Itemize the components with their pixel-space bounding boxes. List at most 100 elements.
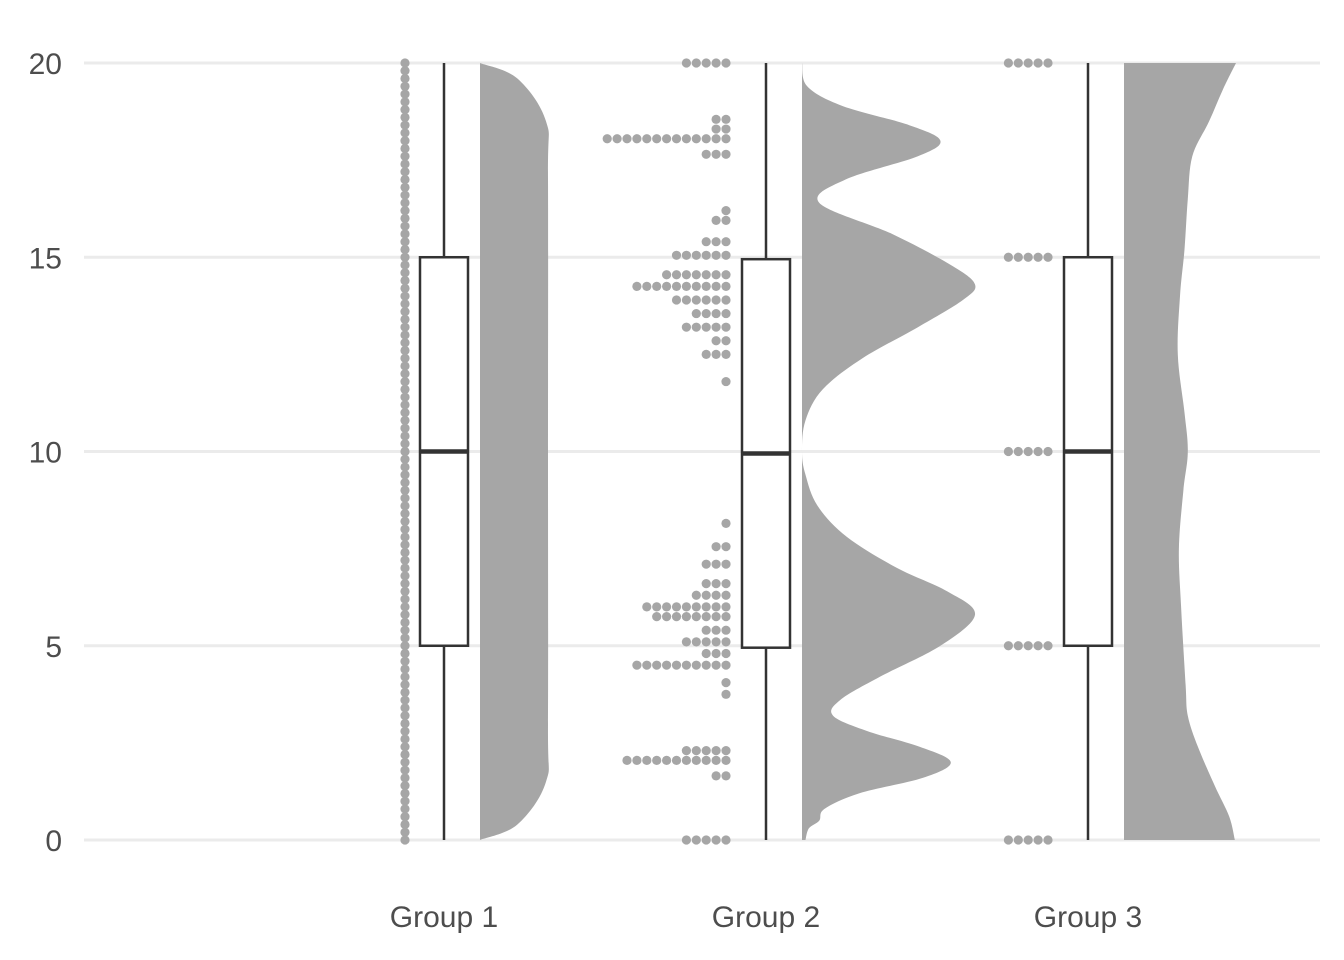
data-dot bbox=[711, 612, 721, 622]
data-dot bbox=[701, 58, 711, 68]
data-dot bbox=[701, 660, 711, 670]
data-dot bbox=[711, 602, 721, 612]
data-dot bbox=[721, 250, 731, 260]
data-dot bbox=[711, 149, 721, 159]
data-dot bbox=[671, 660, 682, 670]
data-dot bbox=[400, 578, 410, 589]
data-dot bbox=[681, 602, 692, 612]
data-dot bbox=[721, 322, 731, 332]
data-dot bbox=[721, 590, 731, 600]
y-tick-label: 5 bbox=[45, 631, 62, 664]
data-dot bbox=[721, 215, 731, 225]
data-dot bbox=[400, 711, 410, 721]
data-dot bbox=[400, 664, 410, 674]
data-dot bbox=[400, 112, 410, 122]
data-dot bbox=[400, 656, 410, 666]
data-dot bbox=[400, 757, 410, 767]
data-dot bbox=[1003, 446, 1014, 457]
data-dot bbox=[711, 281, 721, 291]
data-dot bbox=[662, 660, 672, 670]
data-dot bbox=[1033, 252, 1043, 262]
data-dot bbox=[400, 439, 410, 449]
data-dot bbox=[721, 771, 731, 781]
data-dot bbox=[400, 361, 410, 371]
data-dot bbox=[400, 307, 410, 317]
data-dot bbox=[652, 134, 662, 144]
data-dot bbox=[400, 781, 410, 791]
data-dot bbox=[400, 532, 410, 542]
data-dot bbox=[701, 322, 711, 332]
data-dot bbox=[400, 796, 410, 806]
data-dot bbox=[602, 134, 612, 144]
data-dot bbox=[721, 149, 731, 159]
data-dot bbox=[1003, 835, 1014, 845]
data-dot bbox=[701, 250, 711, 260]
data-dot bbox=[721, 542, 731, 552]
data-dot bbox=[721, 689, 731, 699]
data-dot bbox=[691, 637, 701, 647]
y-tick-label: 20 bbox=[29, 48, 62, 81]
data-dot bbox=[711, 637, 721, 647]
data-dot bbox=[400, 610, 410, 620]
y-tick-label: 10 bbox=[29, 437, 62, 470]
data-dot bbox=[400, 633, 410, 643]
data-dot bbox=[1013, 835, 1023, 845]
data-dot bbox=[400, 182, 410, 192]
data-dot bbox=[400, 299, 410, 309]
data-dot bbox=[622, 755, 632, 765]
data-dot bbox=[1033, 58, 1043, 68]
data-dot bbox=[1023, 58, 1033, 68]
data-dot bbox=[681, 612, 692, 622]
data-dot bbox=[691, 58, 701, 68]
data-dot bbox=[691, 250, 701, 260]
data-dot bbox=[721, 124, 731, 134]
data-dot bbox=[721, 206, 731, 216]
group-2 bbox=[602, 58, 976, 845]
data-dot bbox=[400, 167, 410, 177]
data-dot bbox=[400, 462, 410, 472]
data-dot bbox=[400, 726, 410, 736]
data-dot bbox=[711, 322, 721, 332]
data-dot bbox=[400, 353, 410, 363]
data-dot bbox=[711, 250, 721, 260]
data-dot bbox=[400, 734, 410, 744]
data-dot bbox=[711, 835, 721, 845]
data-dot bbox=[711, 648, 721, 659]
data-dot bbox=[681, 58, 692, 68]
data-dot bbox=[721, 237, 731, 247]
data-dot bbox=[701, 648, 711, 659]
data-dot bbox=[400, 563, 410, 573]
data-dot bbox=[400, 384, 410, 394]
data-dot bbox=[400, 749, 410, 760]
data-dot bbox=[1023, 641, 1033, 651]
data-dot bbox=[711, 349, 721, 359]
data-dot bbox=[632, 281, 642, 291]
data-dot bbox=[400, 408, 410, 418]
data-dot bbox=[400, 206, 410, 216]
x-category-label: Group 3 bbox=[1034, 901, 1142, 934]
data-dot bbox=[400, 376, 410, 387]
data-dot bbox=[721, 518, 731, 528]
data-dot bbox=[701, 270, 711, 280]
data-dot bbox=[662, 270, 672, 280]
data-dot bbox=[400, 151, 410, 161]
data-dot bbox=[711, 336, 721, 346]
data-dot bbox=[701, 281, 711, 291]
data-dot bbox=[400, 835, 410, 845]
data-dot bbox=[400, 687, 410, 697]
data-dot bbox=[1013, 641, 1023, 651]
data-dot bbox=[1033, 446, 1043, 457]
data-dot bbox=[662, 755, 672, 765]
data-dot bbox=[642, 602, 652, 612]
group-layer bbox=[400, 58, 1236, 845]
data-dot bbox=[400, 827, 410, 837]
data-dot bbox=[691, 270, 701, 280]
data-dot bbox=[1043, 58, 1053, 68]
data-dot bbox=[400, 322, 410, 332]
data-dot bbox=[400, 765, 410, 775]
data-dot bbox=[691, 281, 701, 291]
data-dot bbox=[691, 590, 701, 600]
data-dot bbox=[681, 295, 692, 305]
data-dot bbox=[400, 625, 410, 635]
data-dot bbox=[400, 594, 410, 604]
